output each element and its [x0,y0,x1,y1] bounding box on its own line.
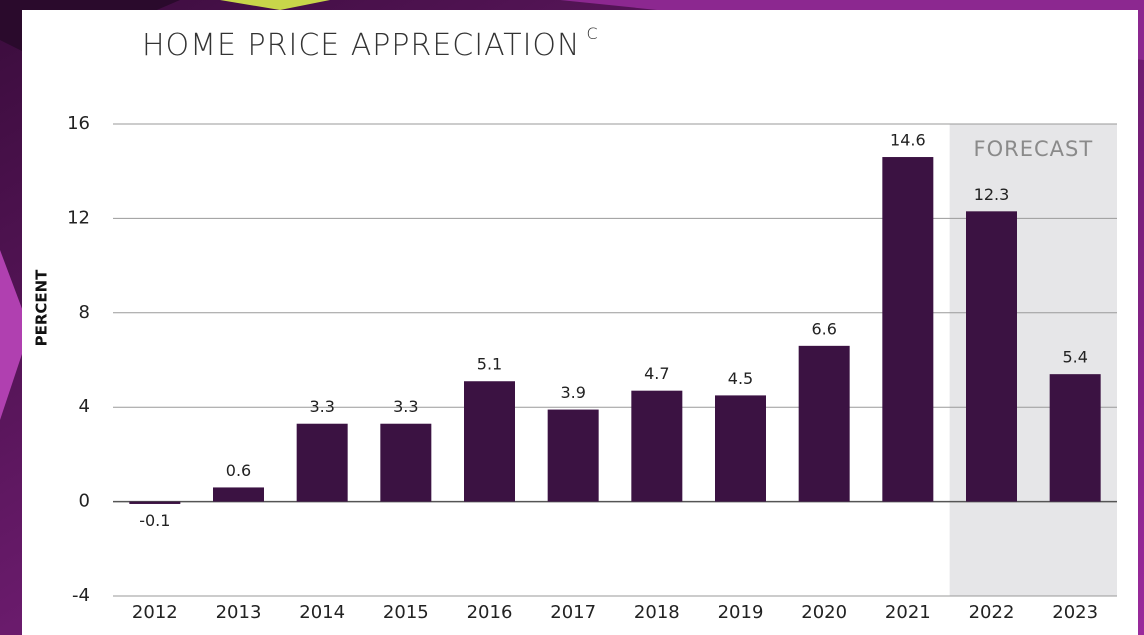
bar [799,346,850,502]
value-label: 3.3 [393,397,418,416]
value-label: 4.5 [728,369,753,388]
bar [464,381,515,501]
x-tick-label: 2023 [1052,602,1098,623]
x-tick-label: 2020 [801,602,847,623]
forecast-label: FORECAST [974,137,1094,161]
value-label: 5.1 [477,355,502,374]
y-tick-label: 4 [79,396,90,417]
value-label: 12.3 [974,185,1010,204]
value-label: 6.6 [811,319,836,338]
x-tick-label: 2019 [718,602,764,623]
value-label: 0.6 [226,461,251,480]
value-label: 3.9 [560,383,585,402]
x-tick-label: 2012 [132,602,178,623]
title-text: HOME PRICE APPRECIATION [142,28,581,63]
x-tick-label: 2014 [299,602,345,623]
x-tick-label: 2022 [969,602,1015,623]
title-note: C [587,24,599,43]
bar [213,487,264,501]
bar [129,502,180,504]
chart: HOME PRICE APPRECIATION C PERCENT FORECAS… [0,0,1144,635]
value-label: 4.7 [644,364,669,383]
bar [380,424,431,502]
x-tick-label: 2016 [467,602,513,623]
bar [1050,374,1101,501]
value-label: 3.3 [309,397,334,416]
value-label: -0.1 [139,511,170,530]
y-tick-label: 16 [67,113,90,134]
bar [297,424,348,502]
page: {"chart_data": {"type": "bar", "title": … [0,0,1144,635]
value-label: 5.4 [1062,348,1087,367]
x-tick-label: 2013 [216,602,262,623]
y-tick-label: -4 [72,585,90,606]
value-label: 14.6 [890,131,926,150]
bar [966,211,1017,501]
y-tick-label: 8 [79,302,90,323]
y-tick-label: 0 [79,491,90,512]
bar [882,157,933,502]
chart-title: HOME PRICE APPRECIATION C [142,24,599,63]
x-tick-label: 2017 [550,602,596,623]
x-tick-label: 2015 [383,602,429,623]
x-tick-label: 2021 [885,602,931,623]
bar [715,395,766,501]
x-tick-label: 2018 [634,602,680,623]
y-tick-label: 12 [67,207,90,228]
y-axis-label: PERCENT [33,269,51,347]
bar [631,391,682,502]
bar [548,410,599,502]
